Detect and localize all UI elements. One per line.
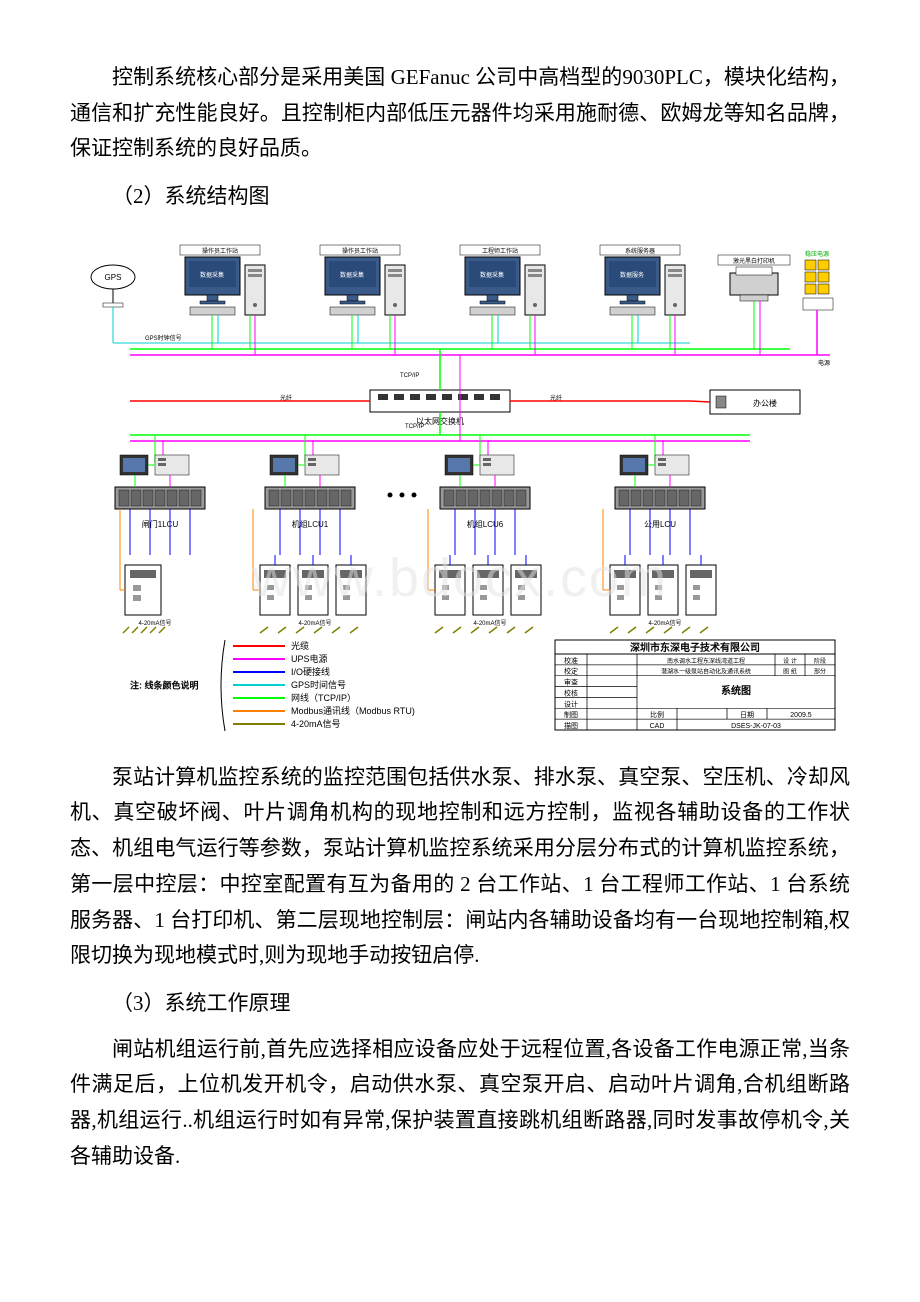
svg-text:Modbus通讯线（Modbus RTU): Modbus通讯线（Modbus RTU) [291,705,415,716]
svg-text:操作员工作站: 操作员工作站 [342,247,378,255]
section-heading-3: （3）系统工作原理 [70,986,850,1022]
svg-text:设 计: 设 计 [783,657,797,665]
svg-text:制图: 制图 [564,710,578,719]
svg-text:校定: 校定 [564,666,578,675]
svg-text:潜湖水一级泵站自动化及通讯系统: 潜湖水一级泵站自动化及通讯系统 [661,667,751,675]
svg-text:4-20mA信号: 4-20mA信号 [138,619,171,627]
svg-text:4-20mA信号: 4-20mA信号 [298,619,331,627]
svg-text:系统服务器: 系统服务器 [625,247,655,255]
svg-text:南水调水工程东深线湾道工程: 南水调水工程东深线湾道工程 [667,657,745,665]
svg-text:机组LCU1: 机组LCU1 [292,519,329,529]
svg-text:系统图: 系统图 [721,684,751,697]
svg-text:激光黑白打印机: 激光黑白打印机 [733,257,775,265]
svg-text:4-20mA信号: 4-20mA信号 [291,718,341,729]
svg-text:比例: 比例 [650,710,664,719]
svg-text:图 纸: 图 纸 [783,667,797,675]
svg-text:阶段: 阶段 [814,657,826,665]
section-heading-2: （2）系统结构图 [70,179,850,215]
system-structure-diagram: 操作员工作站数据采集操作员工作站数据采集工程师工作站数据采集系统服务器数据服务G… [70,225,850,745]
svg-text:描图: 描图 [564,721,578,730]
svg-text:2009.5: 2009.5 [790,712,812,719]
svg-text:操作员工作站: 操作员工作站 [202,247,238,255]
svg-text:办公楼: 办公楼 [753,398,777,408]
svg-text:数据采集: 数据采集 [480,271,504,279]
svg-text:审查: 审查 [564,677,578,686]
svg-text:电源: 电源 [818,359,830,367]
svg-text:4-20mA信号: 4-20mA信号 [648,619,681,627]
svg-text:4-20mA信号: 4-20mA信号 [473,619,506,627]
svg-text:稳压电源: 稳压电源 [805,250,829,258]
paragraph-2: 泵站计算机监控系统的监控范围包括供水泵、排水泵、真空泵、空压机、冷却风机、真空破… [70,760,850,974]
svg-text:DSES-JK-07-03: DSES-JK-07-03 [731,723,781,730]
paragraph-1: 控制系统核心部分是采用美国 GEFanuc 公司中高档型的9030PLC，模块化… [70,60,850,167]
svg-text:深圳市东深电子技术有限公司: 深圳市东深电子技术有限公司 [630,641,760,654]
svg-text:机组LCU6: 机组LCU6 [467,519,504,529]
svg-text:数据采集: 数据采集 [340,271,364,279]
svg-text:校核: 校核 [564,688,578,697]
paragraph-3: 闸站机组运行前,首先应选择相应设备应处于远程位置,各设备工作电源正常,当条件满足… [70,1032,850,1175]
system-diagram-container: 操作员工作站数据采集操作员工作站数据采集工程师工作站数据采集系统服务器数据服务G… [70,225,850,745]
svg-text:I/O硬接线: I/O硬接线 [291,666,330,677]
svg-text:日期: 日期 [740,711,754,719]
svg-text:部分: 部分 [814,667,826,675]
svg-text:数据服务: 数据服务 [620,271,644,279]
svg-text:UPS电源: UPS电源 [291,653,328,664]
svg-text:设计: 设计 [564,699,578,708]
svg-text:CAD: CAD [650,723,665,730]
svg-text:TCP/IP: TCP/IP [405,424,424,430]
svg-text:TCP/IP: TCP/IP [400,373,419,379]
svg-text:GPS时钟信号: GPS时钟信号 [145,334,182,342]
svg-text:工程师工作站: 工程师工作站 [482,247,518,255]
svg-text:光缆: 光缆 [291,640,309,651]
svg-text:闸门1LCU: 闸门1LCU [142,519,179,529]
svg-text:GPS时间信号: GPS时间信号 [291,679,346,690]
svg-text:数据采集: 数据采集 [200,271,224,279]
svg-text:GPS: GPS [105,273,122,282]
svg-text:公用LCU: 公用LCU [644,520,676,529]
svg-text:网线（TCP/IP）: 网线（TCP/IP） [291,692,356,703]
svg-text:校准: 校准 [564,656,578,665]
svg-text:注: 线条颜色说明: 注: 线条颜色说明 [130,679,199,690]
